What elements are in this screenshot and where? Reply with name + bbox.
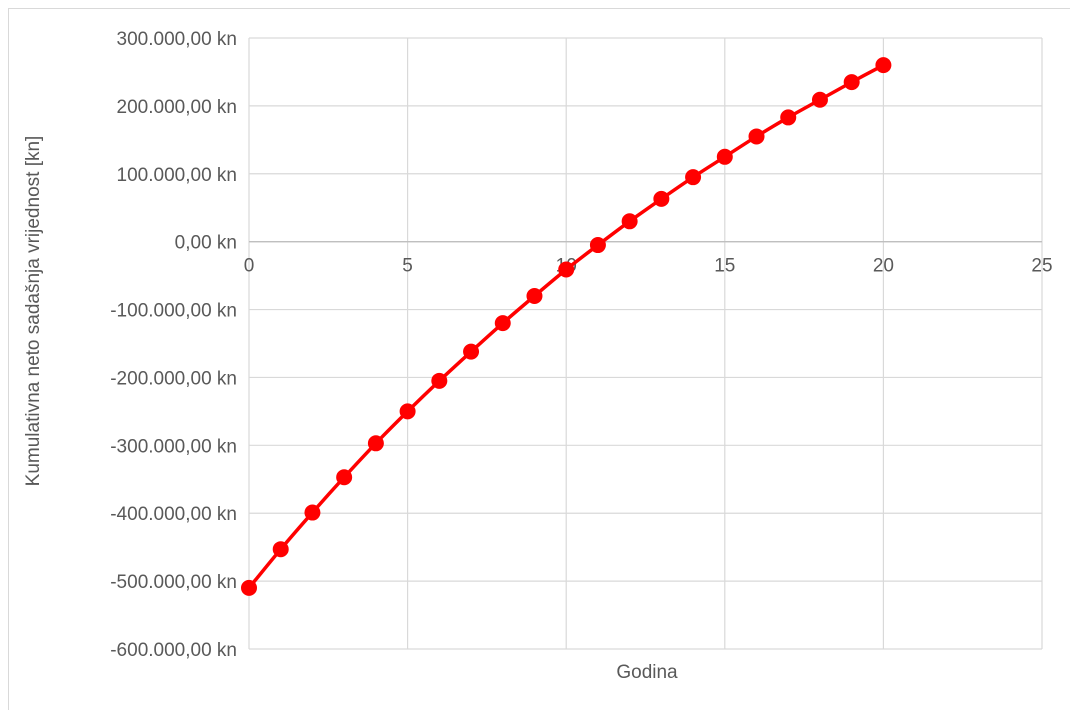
chart: 300.000,00 kn 200.000,00 kn 100.000,00 kn 0… <box>23 29 1053 683</box>
x-tick-label: 25 <box>1031 256 1052 277</box>
data-point <box>526 287 543 304</box>
y-axis-title: Kumulativna neto sadašnja vrijednost [kn… <box>23 136 44 487</box>
data-point <box>875 57 892 74</box>
data-point <box>431 372 448 389</box>
data-point <box>748 128 765 145</box>
y-tick-label: 300.000,00 kn <box>117 29 237 50</box>
data-point <box>336 469 353 486</box>
y-tick-label: 100.000,00 kn <box>117 165 237 186</box>
y-tick-label: 200.000,00 kn <box>117 97 237 118</box>
data-point <box>304 504 321 521</box>
series <box>241 57 892 596</box>
data-point <box>811 91 828 108</box>
data-point <box>843 74 860 91</box>
grid-lines <box>248 37 1043 650</box>
data-point <box>621 213 638 230</box>
x-tick-label: 15 <box>714 256 735 277</box>
x-tick-label: 0 <box>244 256 255 277</box>
data-point <box>653 190 670 207</box>
x-axis-tick-labels: 0510152025 <box>244 256 1053 277</box>
data-point <box>494 315 511 332</box>
x-axis-title: Godina <box>616 662 678 683</box>
data-point <box>367 435 384 452</box>
data-point <box>589 237 606 254</box>
y-tick-label: -600.000,00 kn <box>110 640 237 661</box>
y-tick-label: -500.000,00 kn <box>110 572 237 593</box>
y-tick-label: -100.000,00 kn <box>110 301 237 322</box>
y-tick-label: 0,00 kn <box>175 233 237 254</box>
y-tick-label: -300.000,00 kn <box>110 436 237 457</box>
data-point <box>272 541 289 558</box>
data-point <box>241 579 257 596</box>
data-point <box>685 169 702 186</box>
y-axis-tick-labels: 300.000,00 kn 200.000,00 kn 100.000,00 kn 0… <box>110 29 237 661</box>
y-tick-label: -400.000,00 kn <box>110 504 237 525</box>
data-point <box>716 148 733 165</box>
x-tick-label: 20 <box>873 256 894 277</box>
data-point <box>780 109 797 126</box>
data-point <box>463 343 480 360</box>
chart-frame: 300.000,00 kn 200.000,00 kn 100.000,00 kn 0… <box>8 8 1070 710</box>
data-point <box>399 403 416 420</box>
x-tick-label: 5 <box>402 256 413 277</box>
y-tick-label: -200.000,00 kn <box>110 368 237 389</box>
data-point <box>558 261 575 278</box>
